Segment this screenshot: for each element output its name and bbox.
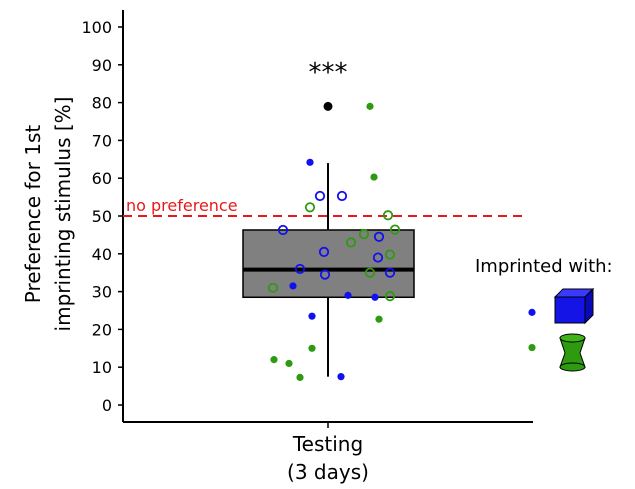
boxplot [242, 101, 415, 377]
y-tick-label: 60 [92, 169, 112, 188]
green-open-point [389, 224, 401, 235]
cube-side-face [584, 287, 594, 325]
blue-open-point [294, 263, 306, 275]
labels: *** [309, 58, 348, 88]
blue-open-point [318, 246, 330, 258]
y-tick-label: 10 [92, 358, 112, 377]
legend-title: Imprinted with: [475, 256, 613, 277]
y-axis-label-line: Preference for 1st [21, 125, 45, 304]
green-filled-point [285, 359, 293, 368]
green-open-point [267, 282, 279, 293]
y-axis-label: Preference for 1st imprinting stimulus [%… [21, 97, 75, 332]
green-open-point [384, 249, 396, 260]
x-tick-label: (3 days) [287, 460, 369, 484]
green-filled-point [366, 102, 374, 110]
green-open-point [304, 202, 316, 213]
blue-filled-point [289, 282, 297, 290]
blue-filled-point [371, 293, 379, 301]
green-filled-point [296, 373, 304, 382]
data-points [267, 102, 401, 382]
green-filled-point [370, 173, 378, 181]
blue-filled-point [306, 158, 314, 166]
blue-open-point [336, 190, 348, 202]
y-tick-label: 20 [92, 320, 112, 339]
significance-marker: *** [309, 58, 348, 88]
box-iqr [242, 229, 415, 299]
green-filled-point [308, 344, 316, 352]
green-open-point [384, 291, 396, 302]
y-tick-label: 90 [92, 56, 112, 75]
y-tick-label: 80 [92, 94, 112, 113]
blue-open-point [277, 224, 289, 236]
green-open-point [358, 229, 370, 240]
blue-open-point [319, 269, 331, 280]
blue-open-point [314, 190, 326, 202]
axes: 0 10 20 30 40 50 60 70 80 90 100 Preference for 1st… [21, 10, 533, 484]
blue-open-point [372, 252, 384, 263]
outlier-point [323, 101, 333, 111]
green-open-point [364, 267, 376, 278]
legend-green-dot [528, 343, 536, 352]
y-tick-label: 0 [102, 396, 112, 415]
blue-open-point [384, 267, 396, 278]
blue-filled-point [337, 373, 345, 381]
x-tick-label: Testing [292, 432, 363, 456]
legend: Imprinted with: [475, 256, 613, 372]
blue-filled-point [308, 312, 316, 320]
reference-line-group: no preference [123, 196, 528, 217]
green-open-point [345, 237, 357, 248]
y-tick-label: 70 [92, 131, 112, 150]
legend-blue-dot [528, 308, 536, 316]
blue-open-point [373, 231, 385, 242]
y-tick-label: 30 [92, 283, 112, 302]
cylinder-top [559, 333, 586, 343]
y-axis-label-line: imprinting stimulus [%] [51, 97, 75, 332]
green-filled-point [375, 315, 383, 323]
blue-filled-point [344, 291, 352, 299]
cylinder-bottom [559, 362, 586, 372]
y-tick-label: 40 [92, 245, 112, 264]
reference-line-label: no preference [126, 196, 238, 215]
green-filled-point [270, 356, 278, 364]
cube-icon [553, 287, 595, 325]
y-tick-label: 100 [81, 18, 112, 37]
cylinder-icon [559, 333, 586, 372]
green-open-point [382, 210, 394, 221]
y-tick-label: 50 [92, 207, 112, 226]
cube-front-face [554, 296, 586, 324]
